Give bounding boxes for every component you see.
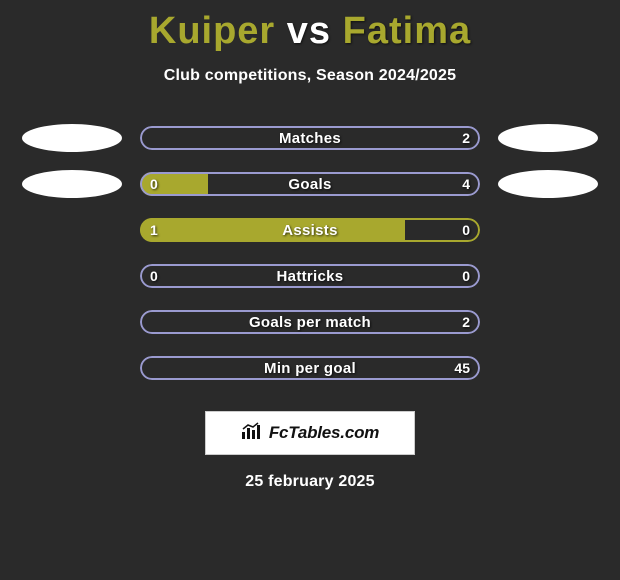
stat-label: Goals [140,172,480,196]
footer-logo-text: FcTables.com [269,423,379,443]
stat-row: Goals0 4 [10,161,610,207]
stat-value-player2: 0 [462,264,470,288]
avatar-spacer [498,216,598,244]
stat-value-player2: 0 [462,218,470,242]
stat-label: Assists [140,218,480,242]
stat-value-player1: 0 [150,172,158,196]
avatar-spacer [22,262,122,290]
avatar-spacer [498,308,598,336]
avatar-spacer [498,354,598,382]
stat-bar: Matches2 [140,126,480,150]
subtitle: Club competitions, Season 2024/2025 [0,67,620,85]
stat-bar: Min per goal45 [140,356,480,380]
stat-label: Hattricks [140,264,480,288]
avatar-spacer [498,262,598,290]
stat-value-player1: 1 [150,218,158,242]
title-player2: Fatima [343,10,471,52]
stat-row: Hattricks0 0 [10,253,610,299]
avatar-spacer [22,216,122,244]
stat-bar: Hattricks0 0 [140,264,480,288]
stat-row: Matches2 [10,115,610,161]
player2-avatar [498,124,598,152]
stat-row: Assists1 0 [10,207,610,253]
stat-value-player2: 2 [462,310,470,334]
player1-avatar [22,124,122,152]
stat-value-player1: 0 [150,264,158,288]
comparison-area: Matches2Goals04Assists10Hattricks00Goals… [0,115,620,391]
avatar-spacer [22,308,122,336]
stat-row: Goals per match2 [10,299,610,345]
stat-label: Goals per match [140,310,480,334]
title-vs: vs [287,10,331,52]
stat-bar: Assists1 0 [140,218,480,242]
stat-bar: Goals0 4 [140,172,480,196]
logo-chart-icon [241,422,263,445]
stat-row: Min per goal45 [10,345,610,391]
stat-bar: Goals per match2 [140,310,480,334]
avatar-spacer [22,354,122,382]
stat-label: Min per goal [140,356,480,380]
footer-logo: FcTables.com [205,411,415,455]
page-title: Kuiper vs Fatima [0,0,620,53]
stat-value-player2: 45 [454,356,470,380]
title-player1: Kuiper [149,10,275,52]
stat-label: Matches [140,126,480,150]
player1-avatar [22,170,122,198]
stat-value-player2: 2 [462,126,470,150]
footer-date: 25 february 2025 [0,473,620,491]
stat-value-player2: 4 [462,172,470,196]
player2-avatar [498,170,598,198]
